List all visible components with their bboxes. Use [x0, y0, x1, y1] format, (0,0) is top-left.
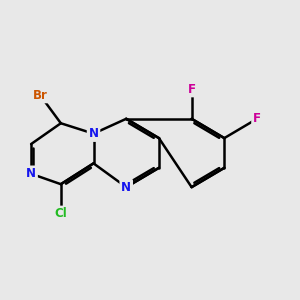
Text: Cl: Cl: [55, 207, 67, 220]
Text: N: N: [26, 167, 36, 180]
Text: F: F: [188, 82, 196, 96]
Text: N: N: [121, 181, 131, 194]
Text: F: F: [253, 112, 261, 125]
Text: N: N: [88, 127, 98, 140]
Text: Br: Br: [33, 88, 47, 101]
